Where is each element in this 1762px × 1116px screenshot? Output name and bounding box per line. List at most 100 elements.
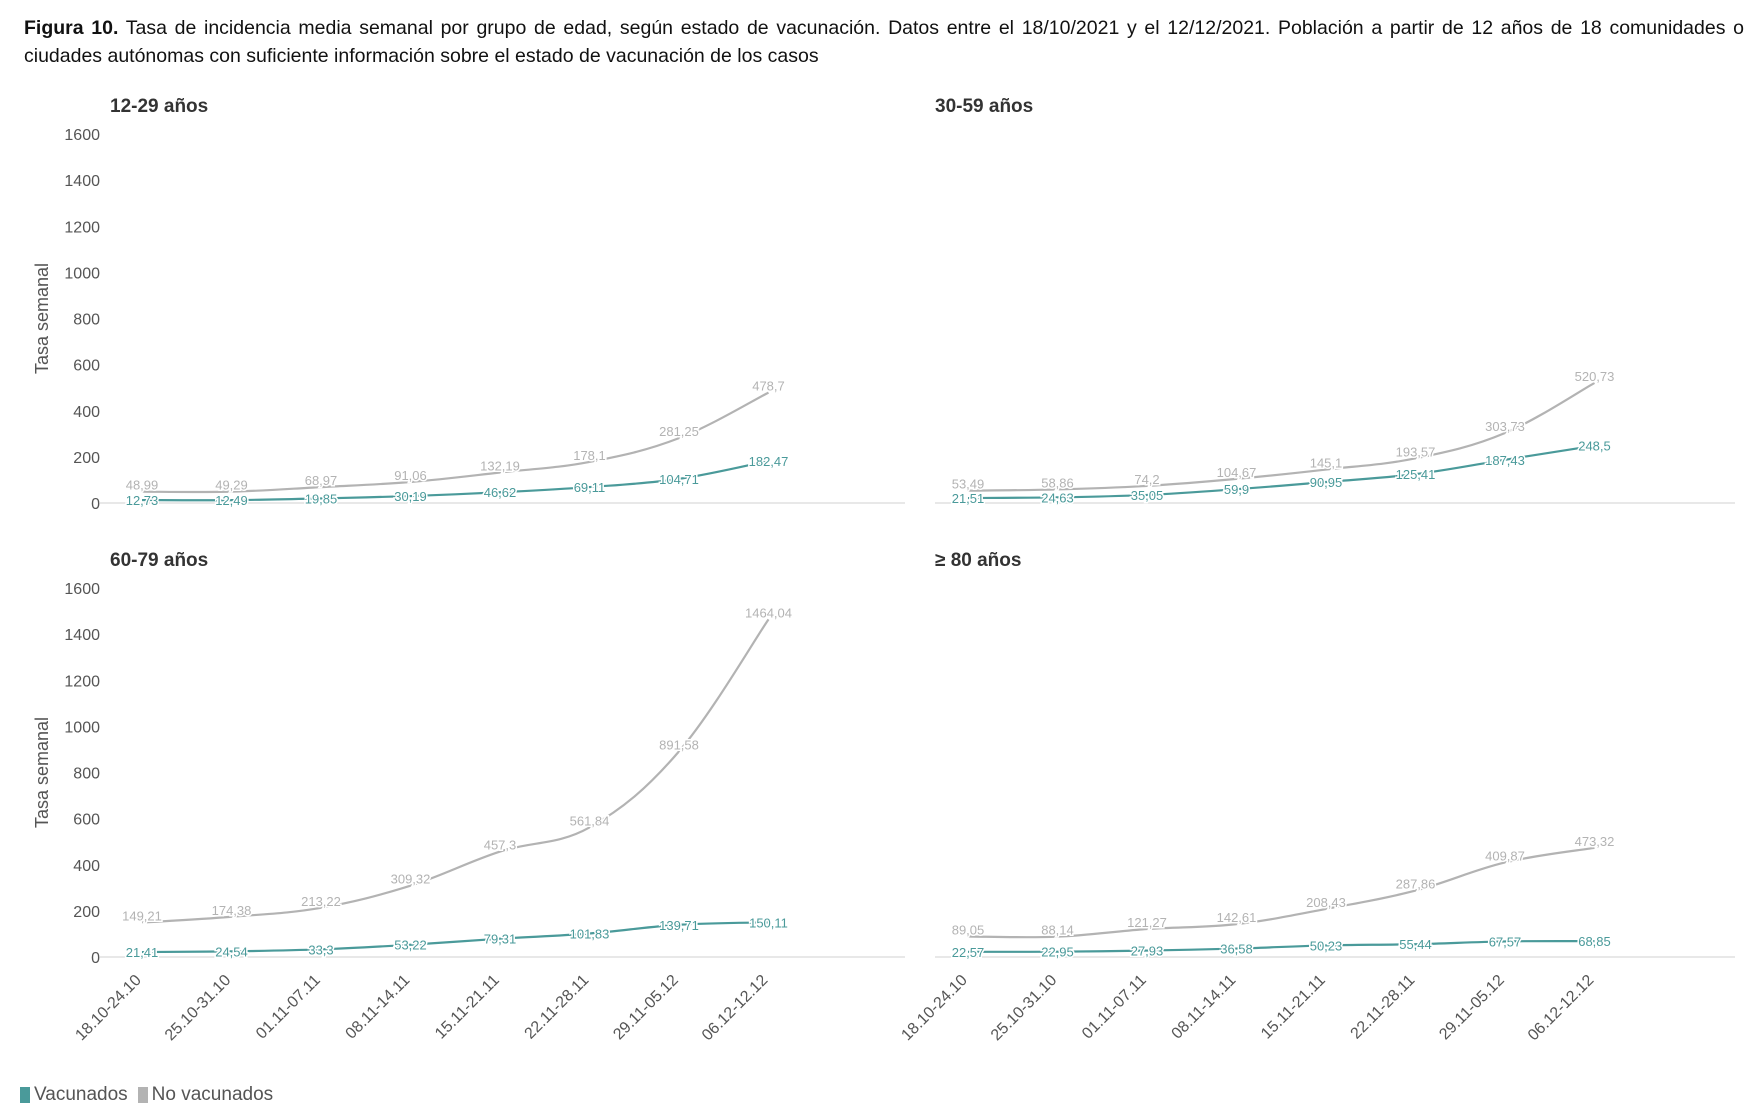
series-line-no-vacunados — [141, 618, 770, 924]
data-label-no-vacunados: 520,73 — [1575, 369, 1615, 384]
data-label-vacunados: 50,23 — [1310, 938, 1343, 953]
data-label-no-vacunados: 89,05 — [952, 922, 985, 937]
chart-panel-60-79-a-os: 60-79 años 0 200 400 600 800 1000 1200 1400 1600 T… — [32, 550, 905, 1044]
data-label-no-vacunados: 193,57 — [1396, 444, 1436, 459]
data-label-vacunados: 104,71 — [659, 472, 699, 487]
data-label-vacunados: 33,3 — [308, 942, 333, 957]
data-label-no-vacunados: 149,21 — [122, 909, 162, 924]
data-label-no-vacunados: 91,06 — [394, 468, 427, 483]
y-tick-label: 200 — [73, 450, 100, 467]
data-label-no-vacunados: 287,86 — [1396, 877, 1436, 892]
y-tick-label: 600 — [73, 812, 100, 829]
data-label-no-vacunados: 473,32 — [1575, 834, 1615, 849]
y-tick-label: 400 — [73, 404, 100, 421]
data-label-no-vacunados: 121,27 — [1127, 915, 1167, 930]
data-label-vacunados: 139,71 — [659, 918, 699, 933]
data-label-vacunados: 46,62 — [484, 485, 517, 500]
data-label-vacunados: 101,83 — [570, 927, 610, 942]
figure-caption-text: Tasa de incidencia media semanal por gru… — [24, 17, 1744, 67]
data-label-no-vacunados: 88,14 — [1041, 923, 1074, 938]
legend-swatch-vacunados — [20, 1087, 30, 1103]
data-label-vacunados: 24,54 — [215, 944, 248, 959]
data-label-no-vacunados: 309,32 — [391, 872, 431, 887]
data-label-no-vacunados: 104,67 — [1217, 465, 1257, 480]
data-label-vacunados: 27,93 — [1131, 944, 1164, 959]
series-line-vacunados — [967, 939, 1595, 953]
x-tick-label: 18.10-24.10 — [72, 972, 144, 1044]
y-tick-label: 1000 — [64, 265, 100, 282]
y-tick-label: 1600 — [64, 581, 100, 598]
data-label-no-vacunados: 53,49 — [952, 477, 985, 492]
data-label-no-vacunados: 145,1 — [1310, 456, 1343, 471]
legend-label-no-vacunados: No vacunados — [151, 1084, 274, 1105]
y-tick-label: 800 — [73, 312, 100, 329]
x-tick-label: 18.10-24.10 — [898, 972, 970, 1044]
series-line-no-vacunados — [967, 846, 1595, 939]
data-label-no-vacunados: 49,29 — [215, 478, 248, 493]
y-tick-label: 400 — [73, 858, 100, 875]
data-label-vacunados: 68,85 — [1578, 934, 1611, 949]
data-label-vacunados: 182,47 — [749, 454, 789, 469]
x-tick-label: 06.12-12.12 — [1525, 972, 1597, 1044]
series-line-vacunados — [141, 921, 769, 954]
data-label-no-vacunados: 1464,04 — [745, 605, 792, 620]
y-tick-label: 600 — [73, 358, 100, 375]
series-line-vacunados — [967, 444, 1595, 500]
data-label-vacunados: 12,49 — [215, 493, 248, 508]
chart-title: ≥ 80 años — [935, 550, 1021, 571]
data-label-no-vacunados: 457,3 — [484, 838, 517, 853]
data-label-vacunados: 35,05 — [1131, 488, 1164, 503]
data-label-no-vacunados: 142,61 — [1217, 910, 1257, 925]
y-tick-label: 1400 — [64, 627, 100, 644]
y-tick-label: 800 — [73, 766, 100, 783]
data-label-no-vacunados: 74,2 — [1134, 472, 1159, 487]
x-tick-label: 01.11-07.11 — [253, 972, 324, 1043]
figure-caption: Figura 10. Tasa de incidencia media sema… — [24, 14, 1744, 70]
chart-title: 60-79 años — [110, 550, 208, 571]
data-label-vacunados: 150,11 — [749, 915, 788, 930]
y-tick-label: 1200 — [64, 673, 100, 690]
data-label-vacunados: 12,73 — [126, 493, 159, 508]
legend-swatch-no-vacunados — [137, 1087, 148, 1103]
data-label-no-vacunados: 281,25 — [659, 424, 699, 439]
series-line-no-vacunados — [141, 391, 769, 494]
data-label-vacunados: 55,44 — [1399, 937, 1432, 952]
x-tick-label: 22.11-28.11 — [522, 972, 593, 1043]
legend: Vacunados No vacunados — [20, 1084, 283, 1106]
x-tick-label: 08.11-14.11 — [343, 972, 414, 1043]
legend-item-vacunados: Vacunados — [20, 1084, 128, 1106]
data-label-no-vacunados: 178,1 — [573, 448, 606, 463]
data-label-vacunados: 53,22 — [394, 938, 427, 953]
data-label-vacunados: 69,11 — [574, 480, 606, 495]
x-tick-label: 22.11-28.11 — [1348, 972, 1419, 1043]
data-label-vacunados: 36,58 — [1220, 942, 1253, 957]
x-tick-label: 29.11-05.12 — [1436, 972, 1508, 1044]
x-tick-label: 08.11-14.11 — [1169, 972, 1240, 1043]
y-tick-label: 0 — [91, 496, 100, 513]
data-label-vacunados: 67,57 — [1489, 934, 1522, 949]
data-label-vacunados: 30,19 — [394, 489, 427, 504]
data-label-no-vacunados: 409,87 — [1485, 848, 1525, 863]
chart-panel-80-a-os: ≥ 80 años 18.10-24.10 25.10-31.10 01.11-07.… — [898, 550, 1735, 1044]
data-label-no-vacunados: 174,38 — [212, 903, 252, 918]
data-label-vacunados: 19,85 — [305, 491, 338, 506]
data-label-no-vacunados: 132,19 — [480, 459, 520, 474]
x-tick-label: 29.11-05.12 — [610, 972, 682, 1044]
data-label-vacunados: 125,41 — [1396, 467, 1436, 482]
x-tick-label: 25.10-31.10 — [162, 972, 234, 1044]
y-tick-label: 0 — [91, 950, 100, 967]
data-label-vacunados: 59,9 — [1224, 482, 1249, 497]
data-label-no-vacunados: 48,99 — [126, 478, 159, 493]
data-label-no-vacunados: 58,86 — [1041, 475, 1074, 490]
data-label-no-vacunados: 208,43 — [1306, 895, 1346, 910]
chart-title: 12-29 años — [110, 96, 208, 117]
y-tick-label: 200 — [73, 904, 100, 921]
data-label-vacunados: 187,43 — [1485, 453, 1525, 468]
data-label-vacunados: 248,5 — [1578, 439, 1611, 454]
x-tick-label: 25.10-31.10 — [988, 972, 1060, 1044]
y-tick-label: 1400 — [64, 173, 100, 190]
data-label-no-vacunados: 478,7 — [752, 379, 785, 394]
data-label-vacunados: 22,57 — [952, 945, 985, 960]
data-label-no-vacunados: 561,84 — [570, 813, 610, 828]
data-label-vacunados: 21,51 — [952, 491, 985, 506]
